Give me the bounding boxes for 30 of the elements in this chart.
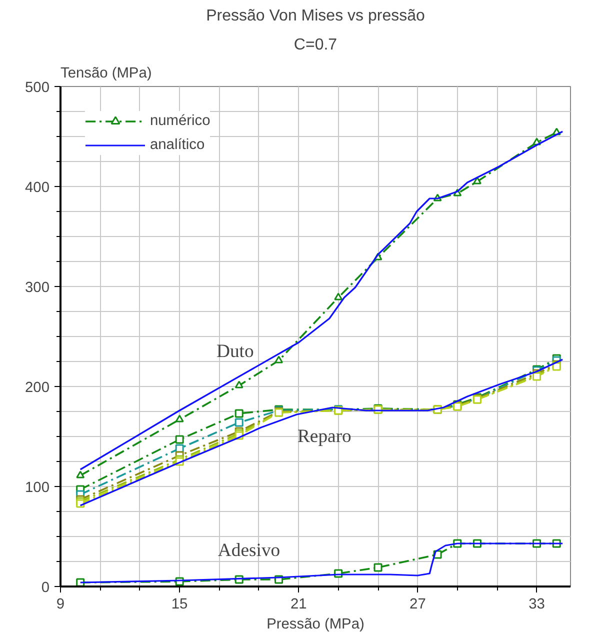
x-tick-label: 9 [56, 596, 65, 612]
x-tick-label: 15 [171, 596, 188, 612]
legend-label: analítico [150, 137, 205, 153]
point [175, 435, 184, 444]
chart-title: Pressão Von Mises vs pressão [206, 8, 425, 24]
x-tick-label: 27 [410, 596, 426, 612]
annotation: Adesivo [218, 540, 280, 561]
legend-label: numérico [150, 113, 210, 129]
point [334, 292, 343, 300]
point [274, 356, 284, 364]
x-axis-title: Pressão (MPa) [266, 616, 364, 632]
y-tick-label: 300 [25, 280, 50, 296]
point [175, 414, 184, 422]
y-tick-label: 200 [25, 380, 50, 396]
chart-subtitle: C=0.7 [294, 36, 338, 54]
y-tick-label: 0 [41, 580, 50, 596]
point [472, 176, 482, 184]
y-tick-label: 500 [25, 80, 50, 96]
y-tick-label: 400 [25, 180, 50, 196]
point [234, 409, 244, 418]
annotation: Reparo [297, 426, 352, 447]
y-tick-label: 100 [25, 480, 50, 496]
point [76, 470, 85, 478]
point [234, 380, 244, 388]
point [234, 418, 244, 427]
point [374, 563, 382, 572]
y-axis-title: Tensão (MPa) [60, 66, 152, 82]
annotation: Duto [216, 341, 254, 362]
x-tick-label: 33 [528, 596, 545, 612]
x-tick-label: 21 [290, 596, 307, 612]
